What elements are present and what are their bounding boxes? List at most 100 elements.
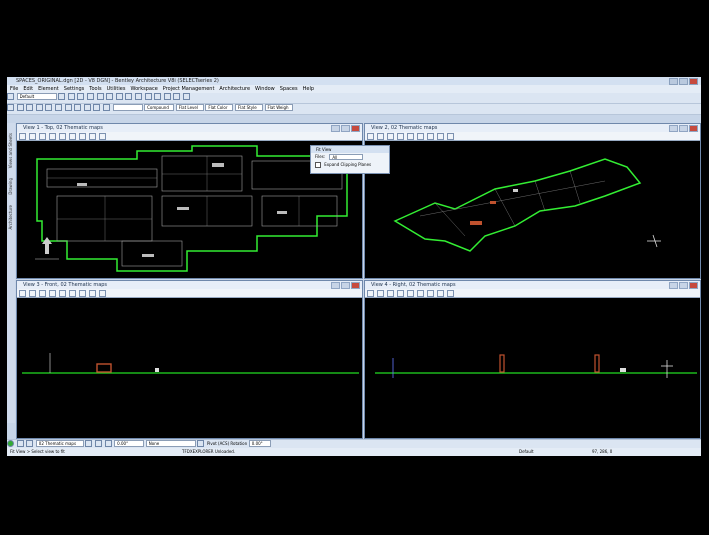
snap-icon[interactable]: [104, 440, 112, 447]
window-area-icon[interactable]: [49, 133, 56, 140]
view-1-maximize[interactable]: [341, 125, 350, 132]
window-area-icon[interactable]: [397, 290, 404, 297]
layers-icon[interactable]: [85, 440, 93, 447]
place-circle-icon[interactable]: [35, 104, 43, 111]
refresh-icon[interactable]: [16, 440, 24, 447]
angle-value-field[interactable]: 0.00°: [114, 440, 145, 447]
copy-icon[interactable]: [64, 104, 72, 111]
side-tab-views-and-sheets[interactable]: Views and Sheets: [8, 133, 13, 169]
map-select[interactable]: 02 Thematic maps: [35, 440, 84, 447]
delete-icon[interactable]: [102, 104, 110, 111]
menu-utilities[interactable]: Utilities: [106, 86, 126, 92]
view-previous-icon[interactable]: [437, 133, 444, 140]
select-icon[interactable]: [7, 104, 14, 111]
view-4-close[interactable]: [689, 282, 698, 289]
zoom-in-icon[interactable]: [29, 290, 36, 297]
maximize-button[interactable]: [679, 78, 688, 85]
menu-edit[interactable]: Edit: [23, 86, 34, 92]
view-3-close[interactable]: [351, 282, 360, 289]
place-line-icon[interactable]: [16, 104, 24, 111]
view-1-minimize[interactable]: [331, 125, 340, 132]
fit-view-icon[interactable]: [407, 133, 414, 140]
update-icon[interactable]: [367, 133, 374, 140]
menu-project-management[interactable]: Project Management: [162, 86, 215, 92]
zoom-in-icon[interactable]: [377, 290, 384, 297]
menu-window[interactable]: Window: [255, 86, 275, 92]
zoom-in-icon[interactable]: [377, 133, 384, 140]
mirror-icon[interactable]: [93, 104, 101, 111]
zoom-out-icon[interactable]: [387, 133, 394, 140]
view-previous-icon[interactable]: [89, 133, 96, 140]
view-next-icon[interactable]: [447, 290, 454, 297]
zoom-out-icon[interactable]: [39, 133, 46, 140]
menu-workspace[interactable]: Workspace: [130, 86, 158, 92]
redo-icon[interactable]: [163, 93, 171, 100]
flat-style-select[interactable]: Flat Style: [234, 104, 263, 111]
rotate-view-icon[interactable]: [69, 133, 76, 140]
close-button[interactable]: [689, 78, 698, 85]
help-icon[interactable]: [182, 93, 190, 100]
fit-view-icon[interactable]: [125, 93, 133, 100]
window-area-icon[interactable]: [49, 290, 56, 297]
minimize-button[interactable]: [669, 78, 678, 85]
undo-icon[interactable]: [154, 93, 162, 100]
view-2-minimize[interactable]: [669, 125, 678, 132]
acs-icon[interactable]: [197, 440, 205, 447]
view-3-minimize[interactable]: [331, 282, 340, 289]
view-4-maximize[interactable]: [679, 282, 688, 289]
flat-color-select[interactable]: Flat Color: [205, 104, 234, 111]
pan-icon[interactable]: [79, 133, 86, 140]
fit-view-icon[interactable]: [59, 290, 66, 297]
view-3-front[interactable]: View 3 - Front, 02 Thematic maps: [16, 280, 363, 439]
menu-architecture[interactable]: Architecture: [219, 86, 251, 92]
view-3-maximize[interactable]: [341, 282, 350, 289]
view-1-close[interactable]: [351, 125, 360, 132]
fit-view-icon[interactable]: [407, 290, 414, 297]
fit-view-icon[interactable]: [59, 133, 66, 140]
rotate-view-icon[interactable]: [417, 133, 424, 140]
menu-settings[interactable]: Settings: [63, 86, 85, 92]
place-arc-icon[interactable]: [45, 104, 53, 111]
view-next-icon[interactable]: [99, 133, 106, 140]
zoom-in-icon[interactable]: [29, 133, 36, 140]
zoom-icon[interactable]: [134, 93, 142, 100]
transparency-icon[interactable]: [86, 93, 94, 100]
menu-help[interactable]: Help: [302, 86, 315, 92]
expand-clipping-checkbox[interactable]: [315, 162, 321, 168]
scale-icon[interactable]: [83, 104, 91, 111]
files-select[interactable]: All: [329, 154, 364, 160]
settings-icon[interactable]: [173, 93, 181, 100]
pan-icon[interactable]: [79, 290, 86, 297]
view-4-right[interactable]: View 4 - Right, 02 Thematic maps: [364, 280, 701, 439]
compound-select[interactable]: Compound: [144, 104, 175, 111]
rotation-field[interactable]: 0.00°: [248, 440, 271, 447]
window-area-icon[interactable]: [144, 93, 152, 100]
rotate-view-icon[interactable]: [69, 290, 76, 297]
display-style-icon[interactable]: [26, 440, 34, 447]
priority-icon[interactable]: [96, 93, 104, 100]
zoom-out-icon[interactable]: [39, 290, 46, 297]
green-circle-icon[interactable]: [7, 440, 14, 447]
rotate-icon[interactable]: [74, 104, 82, 111]
view-previous-icon[interactable]: [89, 290, 96, 297]
view-1-top[interactable]: View 1 - Top, 02 Thematic maps: [16, 123, 363, 279]
grid-icon[interactable]: [94, 440, 102, 447]
active-angle-select[interactable]: [112, 104, 143, 111]
side-tab-architecture[interactable]: Architecture: [8, 204, 13, 230]
update-icon[interactable]: [19, 133, 26, 140]
pan-icon[interactable]: [427, 290, 434, 297]
view-2-close[interactable]: [689, 125, 698, 132]
update-icon[interactable]: [367, 290, 374, 297]
color-icon[interactable]: [58, 93, 66, 100]
menu-element[interactable]: Element: [38, 86, 59, 92]
view-next-icon[interactable]: [447, 133, 454, 140]
side-tab-drawing[interactable]: Drawing: [8, 178, 13, 195]
view-2-iso[interactable]: View 2, 02 Thematic maps: [364, 123, 701, 279]
rotate-view-icon[interactable]: [417, 290, 424, 297]
pan-icon[interactable]: [427, 133, 434, 140]
view-previous-icon[interactable]: [437, 290, 444, 297]
line-weight-icon[interactable]: [77, 93, 85, 100]
move-icon[interactable]: [54, 104, 62, 111]
window-area-icon[interactable]: [397, 133, 404, 140]
level-manager-icon[interactable]: [7, 93, 14, 100]
